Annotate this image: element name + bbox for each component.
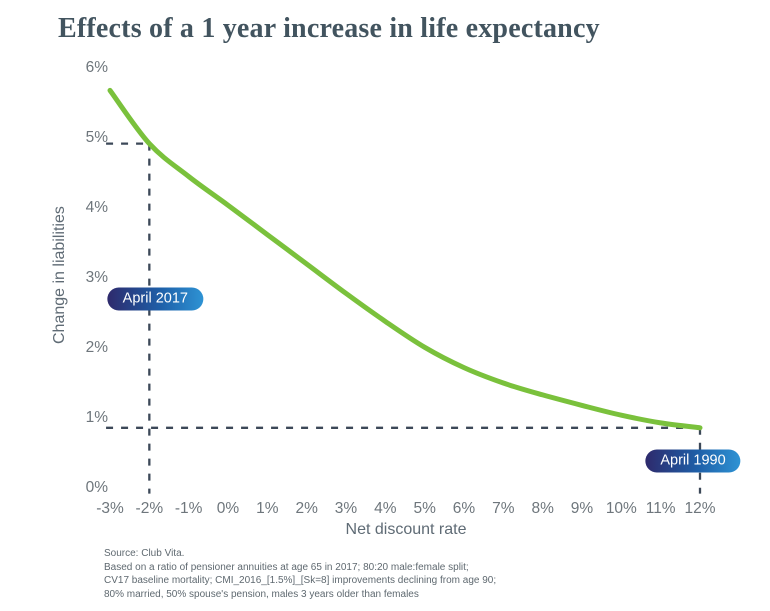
- annotation-badge-april-2017: April 2017: [107, 287, 203, 311]
- source-note: Source: Club Vita. Based on a ratio of p…: [104, 547, 496, 601]
- x-tick-label: 12%: [684, 500, 716, 517]
- x-tick-label: -2%: [135, 500, 164, 517]
- x-tick-label: 3%: [334, 500, 358, 517]
- y-tick-label: 2%: [85, 339, 108, 356]
- y-tick-label: 3%: [85, 269, 108, 286]
- chart-title: Effects of a 1 year increase in life exp…: [58, 13, 600, 44]
- x-axis-label: Net discount rate: [345, 521, 467, 538]
- x-tick-label: 9%: [570, 500, 594, 517]
- y-tick-label: 4%: [85, 199, 108, 216]
- y-tick-label: 5%: [85, 129, 108, 146]
- y-tick-label: 0%: [85, 479, 108, 496]
- liability-curve: [107, 87, 703, 431]
- source-note-line: Source: Club Vita.: [104, 548, 185, 559]
- x-tick-label: 2%: [295, 500, 318, 517]
- y-tick-label: 1%: [85, 409, 108, 426]
- y-tick-label: 6%: [85, 59, 108, 76]
- x-tick-label: -3%: [96, 500, 124, 517]
- x-tick-label: 11%: [645, 500, 676, 517]
- x-tick-label: 1%: [256, 500, 279, 517]
- source-note-line: Based on a ratio of pensioner annuities …: [104, 561, 469, 573]
- x-tick-label: 4%: [374, 500, 397, 517]
- source-note-line: CV17 baseline mortality; CMI_2016_[1.5%]…: [104, 575, 497, 586]
- x-tick-label: 8%: [531, 500, 554, 517]
- annotation-badge-april-1990: April 1990: [645, 449, 741, 473]
- x-tick-label: 5%: [413, 500, 436, 517]
- x-tick-label: -1%: [174, 500, 203, 517]
- source-note-line: 80% married, 50% spouse's pension, males…: [104, 588, 419, 600]
- x-tick-label: 10%: [605, 500, 637, 517]
- x-tick-label: 6%: [452, 500, 476, 517]
- x-tick-label: 7%: [492, 500, 515, 517]
- x-tick-label: 0%: [216, 500, 240, 517]
